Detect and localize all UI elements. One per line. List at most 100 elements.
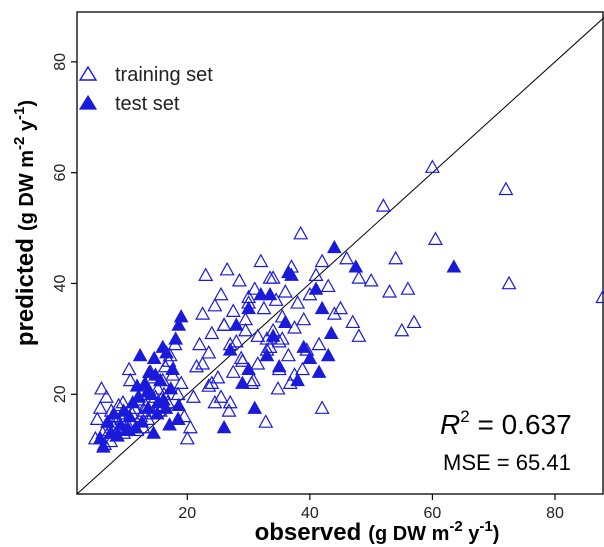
training-point xyxy=(274,331,290,345)
x-tick-label: 80 xyxy=(546,505,564,522)
x-tick-label: 20 xyxy=(178,505,196,522)
training-point xyxy=(92,400,108,414)
training-point xyxy=(258,414,274,428)
training-point xyxy=(375,198,391,212)
legend-marker-test xyxy=(78,94,98,110)
plot-frame xyxy=(76,11,604,495)
training-point xyxy=(339,250,355,265)
training-point xyxy=(294,361,311,376)
test-point xyxy=(247,400,263,414)
test-point xyxy=(155,339,171,353)
legend-label-training: training set xyxy=(115,64,213,86)
test-point xyxy=(222,342,238,356)
training-point xyxy=(204,325,220,340)
training-point xyxy=(225,303,241,317)
training-point xyxy=(188,358,205,373)
test-point xyxy=(446,259,462,273)
training-point xyxy=(595,289,604,304)
axis-ticks: 20 40 60 80 20 40 60 80 xyxy=(52,53,564,522)
training-point xyxy=(201,378,217,392)
training-point xyxy=(161,353,177,367)
training-point xyxy=(388,250,404,265)
training-point xyxy=(400,281,416,295)
training-point xyxy=(351,270,367,284)
mse-value: MSE = 65.41 xyxy=(443,450,571,475)
test-point xyxy=(323,325,339,340)
test-point xyxy=(173,309,189,323)
one-to-one-line xyxy=(76,17,604,495)
training-point xyxy=(195,306,211,320)
test-point xyxy=(241,361,256,376)
x-tick-label: 40 xyxy=(301,505,319,522)
training-point xyxy=(182,419,198,434)
training-point xyxy=(382,284,398,298)
training-point xyxy=(363,272,379,287)
test-point xyxy=(311,364,327,378)
training-point xyxy=(233,350,249,365)
plot-area xyxy=(76,11,604,495)
test-point xyxy=(140,383,155,398)
test-point xyxy=(348,259,364,273)
test-point xyxy=(170,411,186,425)
training-point xyxy=(89,411,105,426)
test-point xyxy=(134,414,150,428)
test-point xyxy=(259,347,275,362)
training-point xyxy=(290,295,306,309)
test-point xyxy=(163,381,179,395)
y-tick-label: 40 xyxy=(52,274,69,292)
test-point xyxy=(302,350,318,364)
training-point xyxy=(207,394,223,409)
training-point xyxy=(213,389,229,403)
test-point xyxy=(121,422,137,436)
training-point xyxy=(250,328,266,342)
test-point xyxy=(253,287,269,301)
training-point xyxy=(406,314,422,329)
test-point xyxy=(100,414,115,428)
training-point xyxy=(201,344,217,359)
training-point xyxy=(98,389,114,403)
training-point xyxy=(498,181,514,196)
test-point xyxy=(241,300,256,315)
training-point xyxy=(308,267,324,281)
test-point xyxy=(122,408,138,423)
test-point xyxy=(296,339,312,353)
test-point xyxy=(308,281,324,295)
training-point xyxy=(253,253,269,268)
training-point xyxy=(210,369,226,384)
test-point xyxy=(171,397,187,412)
training-point xyxy=(311,336,327,351)
training-point xyxy=(256,300,272,315)
test-point xyxy=(132,347,148,362)
test-point xyxy=(320,347,336,362)
training-point xyxy=(270,381,286,395)
training-point xyxy=(351,328,367,342)
training-point xyxy=(195,356,211,370)
training-point xyxy=(221,403,237,417)
training-point xyxy=(247,281,263,295)
training-point xyxy=(314,400,330,414)
y-tick-label: 20 xyxy=(52,385,69,403)
training-point xyxy=(150,381,166,395)
training-point xyxy=(93,381,110,395)
training-point xyxy=(176,408,192,423)
legend: training set test set xyxy=(78,64,213,115)
stats-annotation: R2 = 0.637 MSE = 65.41 xyxy=(440,407,572,475)
y-axis-title: predicted(g DW m-2 y-1) xyxy=(11,100,39,346)
training-point xyxy=(427,231,444,245)
training-point xyxy=(173,375,189,389)
test-point xyxy=(150,395,166,409)
training-point xyxy=(245,372,262,387)
training-point xyxy=(121,361,137,376)
training-point xyxy=(198,267,214,281)
test-point xyxy=(116,403,131,417)
training-point xyxy=(332,300,349,315)
training-point xyxy=(225,364,241,378)
training-point xyxy=(320,278,336,293)
legend-label-test: test set xyxy=(115,93,180,115)
test-point xyxy=(327,239,342,254)
test-point xyxy=(96,439,111,453)
training-point xyxy=(204,375,220,389)
test-point xyxy=(314,300,330,315)
test-point xyxy=(235,375,250,389)
training-point xyxy=(265,270,281,284)
